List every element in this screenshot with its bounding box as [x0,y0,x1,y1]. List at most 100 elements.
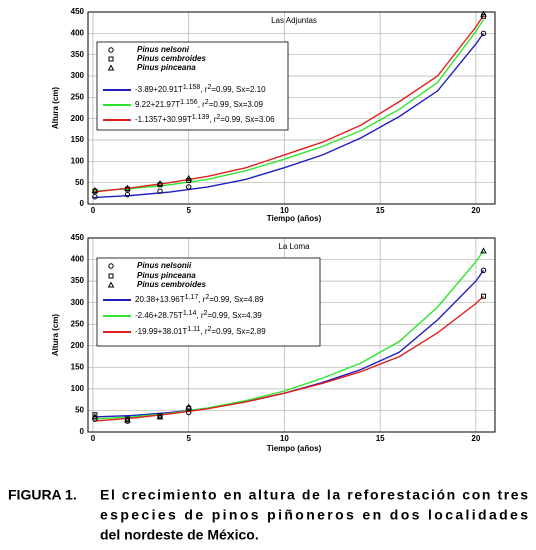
y-tick-label: 150 [71,135,85,144]
legend-text: =0.99, Sx=2.89 [211,327,266,336]
legend-text: 20.38+13.96T [135,295,185,304]
point [156,413,164,420]
legend-marker [107,281,115,288]
chart-title: La Loma [278,242,310,251]
legend-box [96,41,289,131]
plot-frame [87,237,496,433]
legend-superscript: 2 [204,310,208,317]
y-tick-label: 100 [71,384,85,393]
y-tick-label: 200 [71,114,85,123]
legend-superscript: 1.156 [180,99,198,106]
x-tick-label: 5 [186,434,191,443]
legend-superscript: 2 [205,99,209,106]
legend-text: =0.99, Sx=4.39 [207,311,262,320]
legend-label: Pinus cembroides [137,280,206,289]
y-tick-label: 0 [80,199,85,208]
point [185,174,193,181]
legend-text: , r [198,295,205,304]
legend-superscript: 1.17 [185,294,199,301]
x-tick-label: 15 [376,206,385,215]
y-tick-label: 50 [75,406,84,415]
legend-superscript: 1.139 [192,114,210,121]
legend-label: Pinus pinceana [137,63,196,72]
x-tick-label: 0 [91,434,96,443]
legend-marker [107,64,115,71]
y-tick-label: 50 [75,178,84,187]
legend-superscript: 1.14 [183,310,197,317]
legend-label: -2.46+28.75T1.14, r2=0.99, Sx=4.39 [135,310,262,320]
point [124,184,131,191]
legend-marker [108,273,114,279]
point [185,403,193,410]
point [124,191,131,198]
legend-label: -1.1357+30.99T1.139, r2=0.99, Sx=3.06 [135,114,275,124]
legend-label: -19.99+38.01T1.11, r2=0.99, Sx=2.89 [135,326,266,336]
chart-title: Las Adjuntas [271,16,317,25]
legend-text: -2.46+28.75T [135,311,183,320]
legend-label: Pinus nelsoni [137,45,190,54]
legend-text: , r [200,85,207,94]
y-tick-label: 150 [71,362,85,371]
y-tick-label: 350 [71,276,85,285]
y-axis-label: Altura (cm) [51,314,60,357]
caption-label: FIGURA 1. [8,487,77,503]
legend-label: Pinus pinceana [137,271,196,280]
legend-box [96,257,321,347]
caption-line: del nordeste de México. [100,527,259,543]
fit-line [92,15,485,193]
legend-label: Pinus cembroides [137,54,206,63]
x-axis-label: Tiempo (años) [267,214,322,223]
caption-line: El crecimiento en altura de la reforesta… [100,487,528,503]
y-tick-label: 300 [71,71,85,80]
y-tick-label: 250 [71,92,85,101]
legend-marker [108,56,114,62]
x-tick-label: 20 [471,206,480,215]
y-tick-label: 0 [80,427,85,436]
legend-text: -1.1357+30.99T [135,115,192,124]
legend-text: =0.99, Sx=4.89 [209,295,264,304]
x-tick-label: 10 [280,206,289,215]
y-tick-label: 250 [71,319,85,328]
legend-text: , r [198,100,205,109]
y-tick-label: 200 [71,341,85,350]
x-tick-label: 20 [471,434,480,443]
point [92,194,98,200]
legend-superscript: 1.11 [187,326,200,333]
y-tick-label: 400 [71,255,85,264]
plot-frame [87,11,496,205]
point [480,30,487,37]
legend-marker [108,263,114,269]
x-tick-label: 0 [91,206,96,215]
x-axis-label: Tiempo (años) [267,444,322,453]
fit-line [92,295,484,422]
legend-text: , r [196,311,203,320]
legend-text: =0.99, Sx=3.09 [209,100,264,109]
point [480,247,487,254]
legend-text: -19.99+38.01T [135,327,187,336]
point [186,184,192,190]
point [91,413,99,420]
y-tick-label: 400 [71,28,85,37]
y-tick-label: 300 [71,298,85,307]
x-tick-label: 5 [186,206,191,215]
legend-text: -3.89+20.91T [135,85,183,94]
legend-label: -3.89+20.91T1.158, r2=0.99, Sx=2.10 [135,84,266,94]
legend-superscript: 2 [205,294,209,301]
legend-label: 9.22+21.97T1.156, r2=0.99, Sx=3.09 [135,99,264,109]
legend-text: =0.99, Sx=3.06 [220,115,275,124]
fit-line [92,19,485,192]
legend-text: 9.22+21.97T [135,100,180,109]
legend-label: Pinus nelsonii [137,261,192,270]
fit-line [92,32,485,199]
legend-superscript: 2 [216,114,220,121]
legend-superscript: 1.158 [183,84,201,91]
point [480,10,487,17]
y-tick-label: 450 [71,233,85,242]
legend-text: , r [200,327,207,336]
point [157,188,163,194]
legend-superscript: 2 [207,326,211,333]
legend-label: 20.38+13.96T1.17, r2=0.99, Sx=4.89 [135,294,264,304]
point [480,267,487,274]
caption-line: especies de pinos piñoneros en dos local… [100,507,528,523]
